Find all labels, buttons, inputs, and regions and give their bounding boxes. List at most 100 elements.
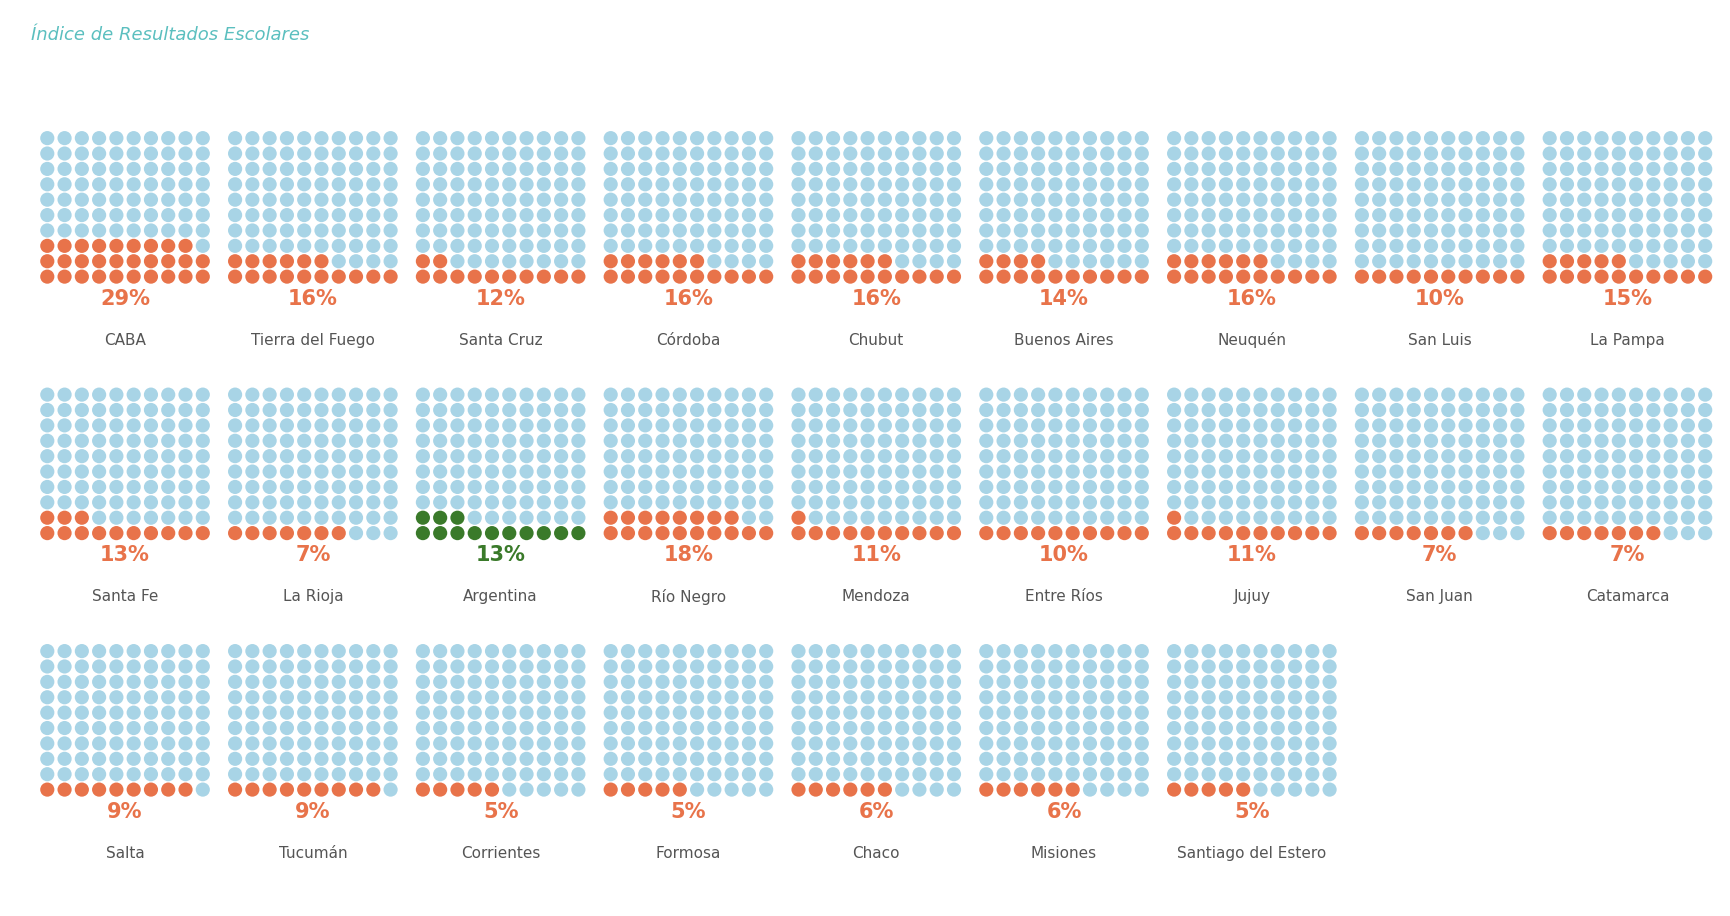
Point <box>50 208 78 223</box>
Point <box>1076 495 1104 509</box>
Point <box>718 147 746 161</box>
Point <box>1317 238 1344 253</box>
Point <box>1093 510 1121 525</box>
Point <box>837 736 865 751</box>
Point <box>718 224 746 238</box>
Point <box>477 495 505 509</box>
Point <box>325 387 353 402</box>
Point <box>477 131 505 146</box>
Point <box>649 433 676 448</box>
Point <box>1093 418 1121 432</box>
Point <box>256 161 284 176</box>
Point <box>870 751 898 766</box>
Point <box>870 177 898 191</box>
Point <box>1434 224 1462 238</box>
Point <box>1282 403 1310 418</box>
Point <box>718 736 746 751</box>
Point <box>614 644 642 659</box>
Point <box>631 177 659 191</box>
Point <box>939 131 967 146</box>
Point <box>1282 736 1310 751</box>
Point <box>273 674 301 689</box>
Point <box>308 660 336 674</box>
Point <box>939 510 967 525</box>
Point <box>1365 208 1393 223</box>
Text: 9%: 9% <box>107 802 144 822</box>
Point <box>460 387 488 402</box>
Point <box>33 751 61 766</box>
Point <box>785 644 813 659</box>
Point <box>666 269 694 284</box>
Point <box>408 403 436 418</box>
Point <box>753 674 780 689</box>
Point <box>785 403 813 418</box>
Point <box>1128 751 1156 766</box>
Point <box>1536 449 1564 463</box>
Point <box>85 161 112 176</box>
Point <box>870 449 898 463</box>
Point <box>119 480 147 495</box>
Point <box>1486 147 1514 161</box>
Point <box>939 751 967 766</box>
Point <box>137 705 164 720</box>
Point <box>1623 224 1650 238</box>
Point <box>683 403 711 418</box>
Point <box>1213 495 1240 509</box>
Point <box>887 751 915 766</box>
Point <box>597 690 625 704</box>
Point <box>753 449 780 463</box>
Point <box>377 690 405 704</box>
Point <box>735 387 763 402</box>
Point <box>1536 495 1564 509</box>
Point <box>939 418 967 432</box>
Point <box>837 387 865 402</box>
Point <box>1400 403 1427 418</box>
Point <box>1692 177 1720 191</box>
Point <box>547 269 574 284</box>
Point <box>855 495 882 509</box>
Point <box>273 510 301 525</box>
Point <box>1247 767 1275 781</box>
Point <box>735 238 763 253</box>
Point <box>870 736 898 751</box>
Point <box>1365 433 1393 448</box>
Point <box>1299 751 1327 766</box>
Point <box>50 269 78 284</box>
Point <box>171 269 199 284</box>
Point <box>1451 418 1479 432</box>
Point <box>718 449 746 463</box>
Point <box>360 751 388 766</box>
Point <box>870 387 898 402</box>
Point <box>631 674 659 689</box>
Point <box>1400 387 1427 402</box>
Point <box>477 418 505 432</box>
Point <box>239 224 266 238</box>
Point <box>631 433 659 448</box>
Point <box>529 224 557 238</box>
Point <box>1195 736 1223 751</box>
Point <box>1128 403 1156 418</box>
Point <box>529 721 557 736</box>
Point <box>905 782 932 797</box>
Point <box>1007 147 1035 161</box>
Point <box>547 736 574 751</box>
Point <box>325 495 353 509</box>
Point <box>1400 449 1427 463</box>
Point <box>1605 464 1633 479</box>
Point <box>154 495 182 509</box>
Point <box>597 644 625 659</box>
Point <box>1128 449 1156 463</box>
Point <box>408 418 436 432</box>
Point <box>887 767 915 781</box>
Point <box>1469 464 1496 479</box>
Point <box>1623 254 1650 268</box>
Point <box>1024 449 1052 463</box>
Point <box>701 674 728 689</box>
Point <box>1076 403 1104 418</box>
Point <box>325 510 353 525</box>
Point <box>291 449 318 463</box>
Point <box>1282 208 1310 223</box>
Point <box>820 464 848 479</box>
Point <box>256 208 284 223</box>
Point <box>1128 767 1156 781</box>
